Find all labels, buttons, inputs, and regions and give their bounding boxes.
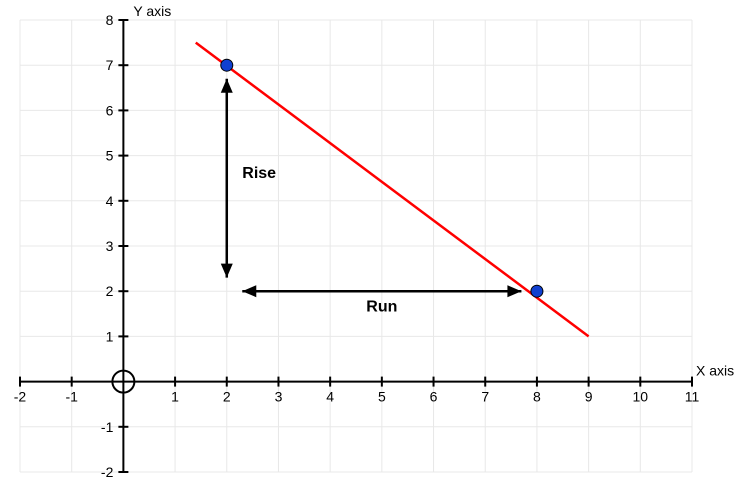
y-tick-label: 2 bbox=[106, 283, 114, 299]
slope-chart: -2 -1 1 2 3 4 5 6 7 8 9 10 11 -2 -1 1 2 3 4 5 6 7 8 X axis Y axi… bbox=[0, 0, 750, 500]
y-tick-label: -2 bbox=[101, 464, 114, 480]
x-tick-label: 5 bbox=[378, 389, 386, 405]
x-tick-label: 10 bbox=[633, 389, 649, 405]
y-tick-label: -1 bbox=[101, 419, 114, 435]
rise-label: Rise bbox=[242, 165, 276, 182]
arrow-head-icon bbox=[221, 264, 233, 278]
run-label: Run bbox=[366, 299, 397, 316]
y-tick-label: 1 bbox=[106, 328, 114, 344]
arrow-head-icon bbox=[507, 285, 521, 297]
data-point bbox=[221, 59, 233, 71]
y-tick-label: 7 bbox=[106, 57, 114, 73]
x-tick-label: 9 bbox=[585, 389, 593, 405]
y-tick-label: 8 bbox=[106, 12, 114, 28]
x-tick-label: 7 bbox=[481, 389, 489, 405]
x-tick-label: 3 bbox=[275, 389, 283, 405]
y-tick-label: 4 bbox=[106, 193, 114, 209]
data-point bbox=[531, 285, 543, 297]
x-tick-label: 4 bbox=[326, 389, 334, 405]
y-axis-label: Y axis bbox=[133, 3, 171, 19]
x-tick-label: 11 bbox=[685, 389, 700, 405]
y-tick-label: 5 bbox=[106, 148, 114, 164]
x-tick-label: 1 bbox=[171, 389, 179, 405]
y-tick-label: 3 bbox=[106, 238, 114, 254]
arrow-head-icon bbox=[221, 79, 233, 93]
x-tick-label: -2 bbox=[14, 389, 27, 405]
x-tick-label: 6 bbox=[430, 389, 438, 405]
x-tick-label: 2 bbox=[223, 389, 231, 405]
x-tick-label: 8 bbox=[533, 389, 541, 405]
arrow-head-icon bbox=[242, 285, 256, 297]
x-tick-label: -1 bbox=[65, 389, 78, 405]
y-tick-label: 6 bbox=[106, 102, 114, 118]
x-axis-label: X axis bbox=[696, 363, 734, 379]
chart-container: -2 -1 1 2 3 4 5 6 7 8 9 10 11 -2 -1 1 2 3 4 5 6 7 8 X axis Y axi… bbox=[0, 0, 750, 500]
